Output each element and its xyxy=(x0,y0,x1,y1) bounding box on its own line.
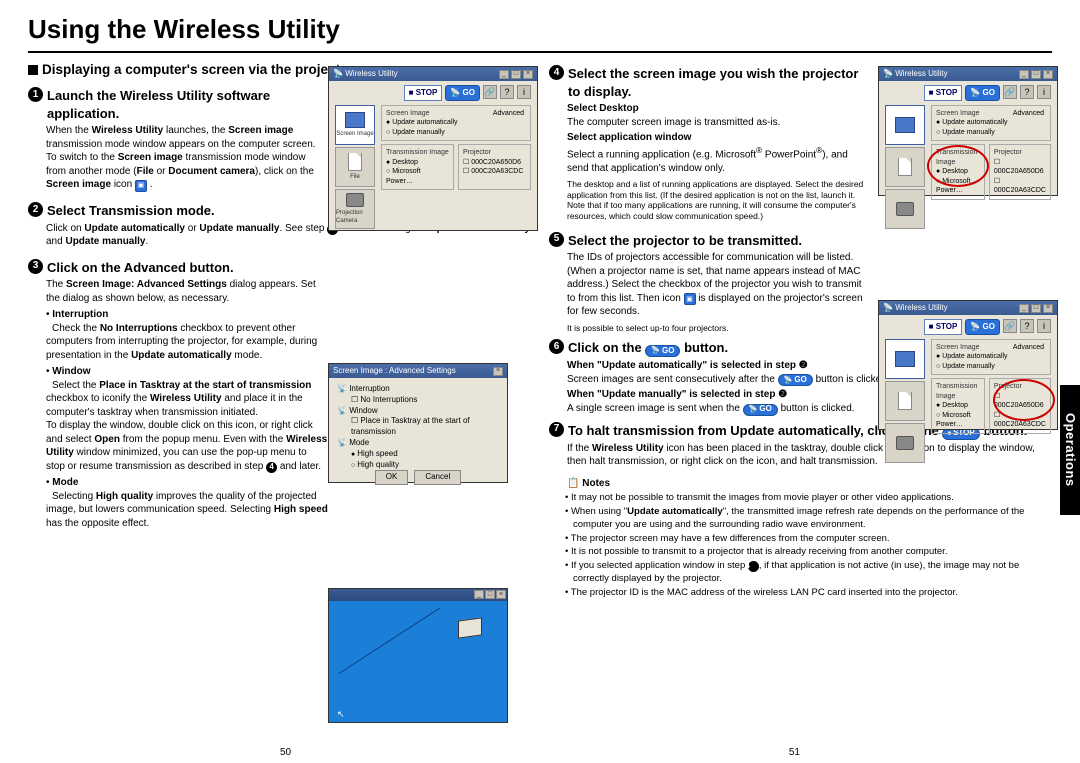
step4-small: The desktop and a list of running applic… xyxy=(567,179,869,222)
wireless-utility-window-pj: 📡 Wireless Utility_□× ■ STOP📡 GO🔗?i Scre… xyxy=(878,300,1058,430)
go-button-icon: GO xyxy=(778,374,813,386)
link-icon[interactable]: 🔗 xyxy=(483,85,497,99)
wireless-utility-window: 📡 Wireless Utility_□× ■ STOP 📡 GO 🔗 ? i … xyxy=(328,66,538,231)
side-tab: Operations xyxy=(1060,385,1080,515)
step4-saw: Select application windowSelect a runnin… xyxy=(567,131,869,175)
cancel-button[interactable]: Cancel xyxy=(414,470,461,485)
red-circle-annotation xyxy=(993,379,1055,421)
screen-image-tab[interactable]: Screen Image xyxy=(335,105,375,145)
step3-mode: • ModeSelecting High quality improves th… xyxy=(46,476,328,530)
min-icon[interactable]: _ xyxy=(499,70,509,79)
step4-heading: 4Select the screen image you wish the pr… xyxy=(549,65,869,100)
step5-body: The IDs of projectors accessible for com… xyxy=(567,251,869,319)
step3-window: • WindowSelect the Place in Tasktray at … xyxy=(46,365,328,473)
file-tab[interactable]: File xyxy=(335,147,375,187)
step3-interruption: • InterruptionCheck the No Interruptions… xyxy=(46,308,328,362)
notes-heading: Notes xyxy=(567,477,1052,491)
high-speed-radio[interactable]: High speed xyxy=(351,449,398,458)
go-button-icon: GO xyxy=(645,345,680,357)
stop-button[interactable]: ■ STOP xyxy=(404,85,443,101)
step3-body: The Screen Image: Advanced Settings dial… xyxy=(46,278,328,305)
cursor-icon: ↖ xyxy=(337,708,345,720)
page-number-left: 50 xyxy=(280,746,291,760)
step5-small: It is possible to select up-to four proj… xyxy=(567,323,869,334)
go-button[interactable]: 📡 GO xyxy=(445,85,480,101)
close-icon[interactable]: × xyxy=(523,70,533,79)
step5-heading: 5Select the projector to be transmitted. xyxy=(549,232,869,250)
tasktray-checkbox[interactable]: Place in Tasktray at the start of transm… xyxy=(351,416,470,436)
high-quality-radio[interactable]: High quality xyxy=(351,460,399,469)
max-icon[interactable]: □ xyxy=(511,70,521,79)
page-title: Using the Wireless Utility xyxy=(28,12,1052,47)
red-circle-annotation xyxy=(927,145,989,187)
step1-body: When the Wireless Utility launches, the … xyxy=(46,124,328,192)
step4-sd: Select DesktopThe computer screen image … xyxy=(567,102,869,129)
update-manual-radio[interactable]: Update manually xyxy=(386,129,445,136)
help-icon[interactable]: ? xyxy=(500,85,514,99)
projector-link-icon: ▣ xyxy=(684,293,696,305)
advanced-link[interactable]: Advanced xyxy=(493,109,526,118)
advanced-settings-dialog: Screen Image : Advanced Settings× 📡 Inte… xyxy=(328,363,508,483)
step3-heading: 3Click on the Advanced button. xyxy=(28,259,328,277)
ok-button[interactable]: OK xyxy=(375,470,409,485)
wireless-utility-window-ti: 📡 Wireless Utility_□× ■ STOP📡 GO🔗?i Scre… xyxy=(878,66,1058,196)
desktop-projection-screenshot: _□× ↖ xyxy=(328,588,508,723)
notes-list: It may not be possible to transmit the i… xyxy=(563,492,1052,600)
update-auto-radio[interactable]: Update automatically xyxy=(386,119,458,126)
projection-camera-tab[interactable]: Projection Camera xyxy=(335,189,375,229)
no-interruptions-checkbox[interactable]: No Interruptions xyxy=(351,395,417,404)
page-number-right: 51 xyxy=(789,746,800,760)
projector-icon xyxy=(458,617,482,638)
step1-heading: 1Launch the Wireless Utility software ap… xyxy=(28,87,328,122)
info-icon[interactable]: i xyxy=(517,85,531,99)
title-rule xyxy=(28,51,1052,53)
screen-image-icon: ▣ xyxy=(135,180,147,192)
close-icon[interactable]: × xyxy=(493,367,503,376)
go-button-icon: GO xyxy=(743,404,778,416)
